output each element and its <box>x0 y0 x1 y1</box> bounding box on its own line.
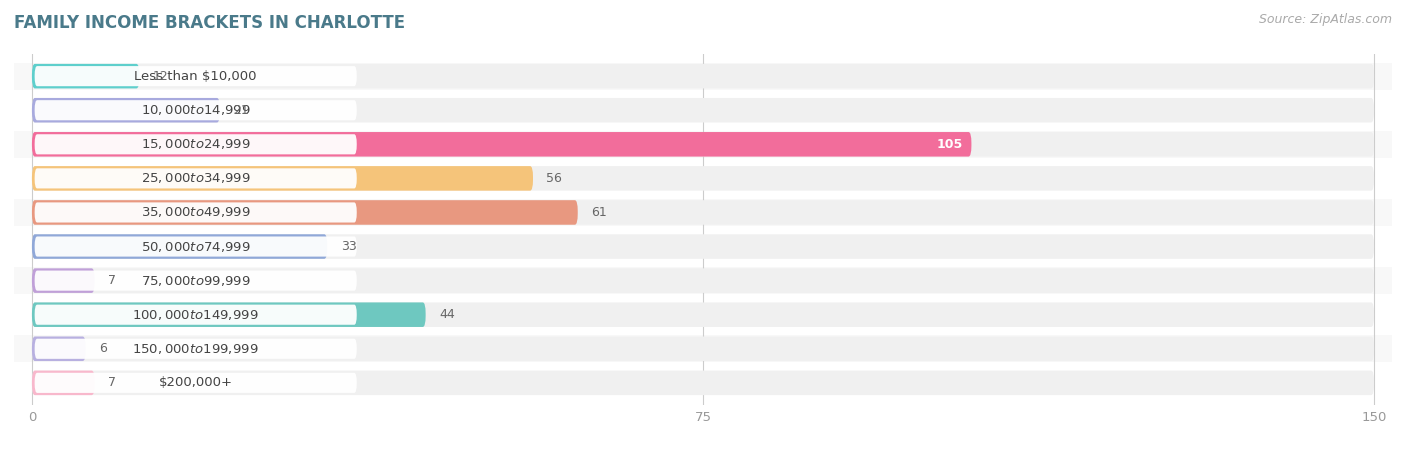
FancyBboxPatch shape <box>35 66 357 86</box>
Text: 105: 105 <box>936 138 963 151</box>
FancyBboxPatch shape <box>32 268 94 293</box>
Text: 61: 61 <box>591 206 607 219</box>
FancyBboxPatch shape <box>0 165 1406 192</box>
FancyBboxPatch shape <box>0 97 1406 124</box>
FancyBboxPatch shape <box>0 369 1406 396</box>
FancyBboxPatch shape <box>32 234 328 259</box>
FancyBboxPatch shape <box>32 64 139 88</box>
Text: 6: 6 <box>98 342 107 355</box>
FancyBboxPatch shape <box>32 302 1374 327</box>
FancyBboxPatch shape <box>32 302 426 327</box>
FancyBboxPatch shape <box>35 237 357 256</box>
FancyBboxPatch shape <box>35 339 357 359</box>
FancyBboxPatch shape <box>32 132 972 157</box>
FancyBboxPatch shape <box>32 337 86 361</box>
FancyBboxPatch shape <box>32 234 1374 259</box>
Text: $35,000 to $49,999: $35,000 to $49,999 <box>141 206 250 220</box>
FancyBboxPatch shape <box>32 98 219 122</box>
FancyBboxPatch shape <box>35 270 357 291</box>
Text: $100,000 to $149,999: $100,000 to $149,999 <box>132 308 259 322</box>
Text: 44: 44 <box>439 308 454 321</box>
FancyBboxPatch shape <box>32 200 578 225</box>
FancyBboxPatch shape <box>35 202 357 222</box>
FancyBboxPatch shape <box>0 63 1406 90</box>
Text: 7: 7 <box>108 274 117 287</box>
Text: $150,000 to $199,999: $150,000 to $199,999 <box>132 342 259 356</box>
FancyBboxPatch shape <box>32 200 1374 225</box>
FancyBboxPatch shape <box>32 98 1374 122</box>
FancyBboxPatch shape <box>0 267 1406 294</box>
Text: $200,000+: $200,000+ <box>159 376 232 389</box>
FancyBboxPatch shape <box>0 335 1406 362</box>
Text: 12: 12 <box>153 70 169 83</box>
FancyBboxPatch shape <box>35 373 357 393</box>
FancyBboxPatch shape <box>35 305 357 325</box>
FancyBboxPatch shape <box>32 166 533 191</box>
FancyBboxPatch shape <box>0 130 1406 158</box>
FancyBboxPatch shape <box>32 371 1374 395</box>
Text: $50,000 to $74,999: $50,000 to $74,999 <box>141 239 250 253</box>
Text: 56: 56 <box>547 172 562 185</box>
FancyBboxPatch shape <box>32 268 1374 293</box>
FancyBboxPatch shape <box>0 199 1406 226</box>
Text: $15,000 to $24,999: $15,000 to $24,999 <box>141 137 250 151</box>
Text: 33: 33 <box>340 240 356 253</box>
FancyBboxPatch shape <box>0 301 1406 328</box>
FancyBboxPatch shape <box>32 166 1374 191</box>
FancyBboxPatch shape <box>0 233 1406 260</box>
Text: $25,000 to $34,999: $25,000 to $34,999 <box>141 171 250 185</box>
Text: $10,000 to $14,999: $10,000 to $14,999 <box>141 103 250 117</box>
FancyBboxPatch shape <box>35 134 357 154</box>
FancyBboxPatch shape <box>32 64 1374 88</box>
FancyBboxPatch shape <box>35 168 357 189</box>
Text: Less than $10,000: Less than $10,000 <box>135 70 257 83</box>
Text: 21: 21 <box>233 104 249 117</box>
Text: $75,000 to $99,999: $75,000 to $99,999 <box>141 274 250 288</box>
Text: FAMILY INCOME BRACKETS IN CHARLOTTE: FAMILY INCOME BRACKETS IN CHARLOTTE <box>14 14 405 32</box>
FancyBboxPatch shape <box>35 100 357 120</box>
Text: 7: 7 <box>108 376 117 389</box>
FancyBboxPatch shape <box>32 132 1374 157</box>
Text: Source: ZipAtlas.com: Source: ZipAtlas.com <box>1258 14 1392 27</box>
FancyBboxPatch shape <box>32 371 94 395</box>
FancyBboxPatch shape <box>32 337 1374 361</box>
